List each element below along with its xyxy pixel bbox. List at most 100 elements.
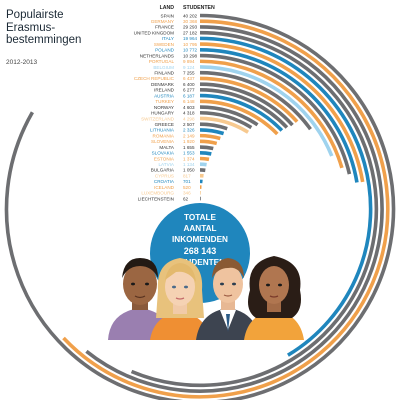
country-name: SWITZERLAND [141, 116, 175, 121]
country-name: POLAND [155, 48, 175, 53]
arc-bar-sweden [199, 42, 365, 183]
student-illustration [108, 256, 304, 340]
country-value: 10 795 [183, 42, 197, 47]
country-value: 6 437 [183, 76, 195, 81]
arc-bar-estonia [199, 156, 210, 162]
student-2-icon [150, 258, 210, 340]
arc-bar-slovakia [199, 150, 212, 156]
country-value: 40 202 [183, 13, 197, 18]
country-name: SLOVENIA [151, 139, 175, 144]
country-value: 10 298 [183, 53, 197, 58]
country-name: LUXEMBOURG [141, 191, 174, 196]
country-value: 1 553 [183, 151, 195, 156]
arc-bars [4, 13, 396, 400]
country-value: 520 [183, 185, 191, 190]
arc-bar-greece [199, 122, 228, 131]
country-labels: LAND STUDENTEN SPAIN 40 202 GERMANY 30 368 F… [134, 5, 215, 201]
badge-line-3: INKOMENDEN [172, 235, 228, 244]
arc-bar-germany [62, 19, 390, 399]
country-value: 1 050 [183, 168, 195, 173]
country-name: TURKEY [155, 99, 174, 104]
arc-bar-malta [199, 145, 214, 151]
country-value: 701 [183, 179, 191, 184]
country-value: 19 964 [183, 36, 197, 41]
header-value: STUDENTEN [183, 5, 215, 11]
country-name: BULGARIA [151, 168, 175, 173]
country-name: ICELAND [154, 185, 175, 190]
arc-bar-netherlands [199, 53, 352, 175]
country-name: GERMANY [151, 19, 174, 24]
country-name: CZECH REPUBLIC [134, 76, 175, 81]
country-value: 817 [183, 173, 191, 178]
country-value: 2 507 [183, 122, 195, 127]
country-name: ITALY [162, 36, 174, 41]
country-name: LATVIA [159, 162, 175, 167]
country-name: FINLAND [154, 71, 174, 76]
country-name: MALTA [159, 145, 175, 150]
country-value: 6 277 [183, 88, 195, 93]
arc-bar-belgium [199, 65, 334, 157]
country-value: 29 293 [183, 25, 197, 30]
country-name: AUSTRIA [154, 93, 175, 98]
arc-bar-portugal [199, 59, 344, 169]
title-line-1: Populairste [6, 9, 64, 21]
arc-bar-denmark [199, 82, 294, 127]
arc-bar-czech-republic [199, 76, 299, 123]
country-value: 6 148 [183, 99, 195, 104]
country-name: LITHUANIA [150, 128, 175, 133]
country-value: 9 124 [183, 65, 195, 70]
country-value: 4 298 [183, 116, 195, 121]
country-name: SPAIN [161, 13, 174, 18]
country-value: 30 368 [183, 19, 197, 24]
arc-bar-france [85, 25, 384, 393]
country-value: 7 255 [183, 71, 195, 76]
country-value: 1 374 [183, 156, 195, 161]
arc-bar-slovenia [199, 139, 218, 146]
country-value: 62 [183, 196, 189, 201]
country-name: LIECHTENSTEIN [138, 196, 174, 201]
country-name: ESTONIA [154, 156, 175, 161]
arc-bar-ireland [199, 88, 289, 129]
country-value: 9 894 [183, 59, 195, 64]
country-name: CROATIA [154, 179, 175, 184]
badge-line-1: TOTALE [184, 213, 217, 222]
country-name: SWEDEN [154, 42, 174, 47]
country-value: 1 655 [183, 145, 195, 150]
arc-bar-lithuania [199, 128, 225, 136]
header-country: LAND [160, 5, 175, 11]
country-value: 6 400 [183, 82, 195, 87]
country-value: 2 326 [183, 128, 195, 133]
country-name: SLOVAKIA [152, 151, 175, 156]
country-name: PORTUGAL [149, 59, 175, 64]
country-value: 6 187 [183, 93, 195, 98]
student-4-icon [244, 256, 304, 340]
student-1-icon [108, 258, 172, 340]
country-value: 4 603 [183, 105, 195, 110]
country-value: 1 920 [183, 139, 195, 144]
chart-subtitle: 2012-2013 [6, 59, 38, 66]
student-3-icon [196, 258, 260, 340]
badge-line-4: 268 143 [184, 246, 217, 256]
arc-bar-romania [199, 133, 221, 141]
country-name: UNITED KINGDOM [134, 30, 174, 35]
country-name: DENMARK [151, 82, 175, 87]
arc-bar-turkey [199, 99, 279, 136]
country-name: ROMANIA [153, 133, 175, 138]
country-value: 10 772 [183, 48, 197, 53]
country-name: NORWAY [154, 105, 174, 110]
arc-bar-poland [199, 48, 359, 183]
arc-bar-switzerland [199, 116, 250, 134]
arc-bar-austria [199, 93, 284, 132]
country-name: CYPRUS [155, 173, 174, 178]
country-value: 1 134 [183, 162, 195, 167]
country-name: BELGIUM [153, 65, 174, 70]
country-name: NETHERLANDS [140, 53, 174, 58]
country-value: 346 [183, 191, 191, 196]
country-value: 27 182 [183, 30, 197, 35]
title-line-3: bestemmingen [6, 34, 82, 46]
country-name: HUNGARY [151, 111, 174, 116]
arc-bar-italy [199, 36, 373, 357]
arc-bar-hungary [199, 110, 253, 130]
badge-line-2: AANTAL [183, 224, 216, 233]
